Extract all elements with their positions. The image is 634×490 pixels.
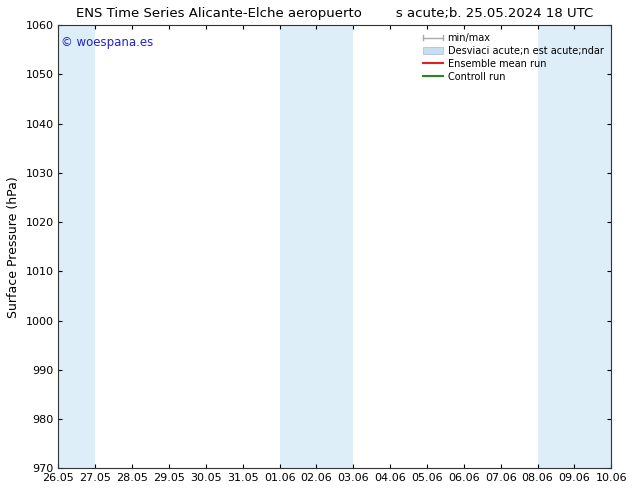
Text: © woespana.es: © woespana.es <box>61 36 153 49</box>
Bar <box>58 25 95 468</box>
Y-axis label: Surface Pressure (hPa): Surface Pressure (hPa) <box>7 176 20 318</box>
Legend: min/max, Desviaci acute;n est acute;ndar, Ensemble mean run, Controll run: min/max, Desviaci acute;n est acute;ndar… <box>420 30 606 85</box>
Bar <box>538 25 611 468</box>
Bar <box>280 25 353 468</box>
Title: ENS Time Series Alicante-Elche aeropuerto        s acute;b. 25.05.2024 18 UTC: ENS Time Series Alicante-Elche aeropuert… <box>76 7 593 20</box>
